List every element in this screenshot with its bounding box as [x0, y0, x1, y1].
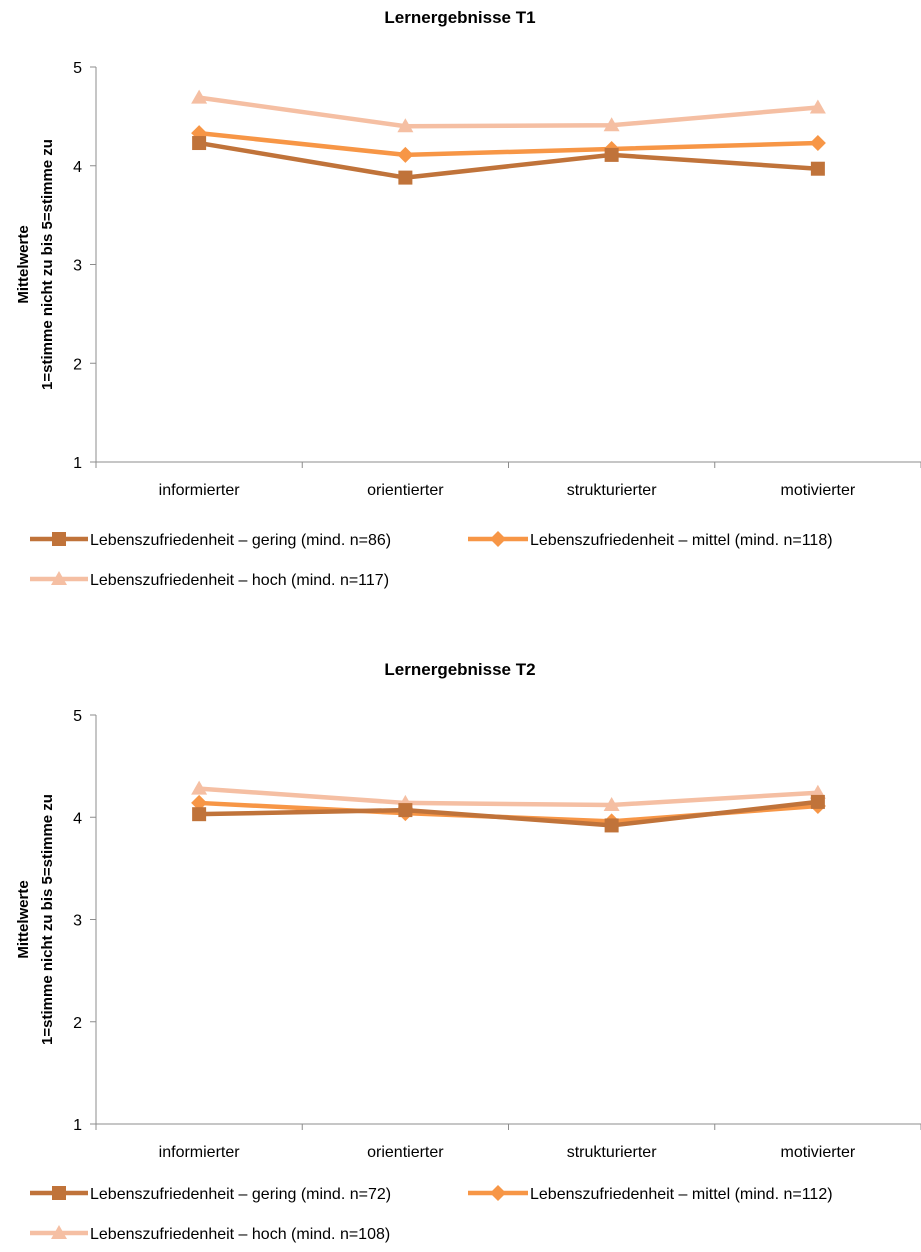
legend-item: Lebenszufriedenheit – mittel (mind. n=11… [468, 531, 833, 549]
chart-lernergebnisse-t2: Lernergebnisse T2 Mittelwerte 1=stimme nic… [0, 645, 921, 1245]
legend-marker [51, 1225, 67, 1239]
chart-title: Lernergebnisse T1 [384, 8, 535, 27]
data-point [604, 818, 619, 833]
series-line [198, 95, 819, 129]
x-tick-label: orientierter [367, 1144, 444, 1161]
legend-label: Lebenszufriedenheit – hoch (mind. n=108) [90, 1226, 390, 1243]
y-tick-label: 5 [73, 60, 82, 77]
data-point [191, 794, 208, 811]
chart-svg: Lernergebnisse T2 Mittelwerte 1=stimme nic… [15, 660, 921, 1243]
legend-label: Lebenszufriedenheit – hoch (mind. n=117) [90, 572, 389, 589]
y-tick-label: 4 [73, 159, 82, 176]
data-point [397, 146, 414, 163]
series-square [192, 794, 825, 833]
y-axis-label: Mittelwerte [15, 225, 32, 303]
y-tick-label: 5 [73, 708, 82, 725]
data-point [191, 89, 208, 104]
data-point [192, 136, 207, 151]
x-tick-label: informierter [159, 1144, 241, 1161]
y-tick-label: 1 [73, 1117, 82, 1134]
series-line [198, 786, 819, 808]
data-point [397, 118, 414, 133]
data-point [809, 135, 826, 152]
legend-label: Lebenszufriedenheit – gering (mind. n=72… [90, 1186, 391, 1203]
data-point [604, 147, 619, 162]
x-tick-label: strukturierter [567, 1144, 657, 1161]
legend-marker [490, 531, 506, 547]
y-tick-label: 4 [73, 810, 82, 827]
legend-marker [52, 532, 66, 546]
series-line [199, 799, 819, 828]
legend-label: Lebenszufriedenheit – mittel (mind. n=11… [530, 1186, 833, 1203]
legend-item: Lebenszufriedenheit – hoch (mind. n=117) [30, 571, 389, 589]
y-tick-label: 2 [73, 1015, 82, 1032]
data-point [810, 161, 825, 176]
data-point [603, 117, 620, 132]
legend-item: Lebenszufriedenheit – gering (mind. n=72… [30, 1186, 391, 1203]
legend-label: Lebenszufriedenheit – gering (mind. n=86… [90, 532, 391, 549]
data-point [809, 99, 826, 114]
y-tick-label: 1 [73, 455, 82, 472]
x-tick-label: orientierter [367, 482, 444, 499]
data-point [191, 780, 208, 795]
series-square [192, 136, 825, 185]
legend-item: Lebenszufriedenheit – gering (mind. n=86… [30, 532, 391, 549]
chart-title: Lernergebnisse T2 [384, 660, 535, 679]
legend-item: Lebenszufriedenheit – hoch (mind. n=108) [30, 1225, 390, 1243]
data-point [398, 803, 413, 818]
x-tick-label: informierter [159, 482, 241, 499]
series-triangle [191, 89, 826, 133]
y-tick-label: 2 [73, 356, 82, 373]
data-point [603, 796, 620, 811]
series-line [198, 140, 819, 180]
y-axis-label: Mittelwerte [15, 880, 32, 958]
legend-item: Lebenszufriedenheit – mittel (mind. n=11… [468, 1185, 833, 1203]
y-axis-label-line-2: 1=stimme nicht zu bis 5=stimme zu [39, 794, 56, 1045]
legend-label: Lebenszufriedenheit – mittel (mind. n=11… [530, 532, 833, 549]
data-point [810, 794, 825, 809]
chart-svg: Lernergebnisse T1 Mittelwerte 1=stimme nic… [15, 8, 921, 589]
data-point [192, 807, 207, 822]
x-tick-label: motivierter [781, 1144, 856, 1161]
legend-marker [490, 1185, 506, 1201]
y-tick-label: 3 [73, 258, 82, 275]
chart-lernergebnisse-t1: Lernergebnisse T1 Mittelwerte 1=stimme nic… [15, 8, 921, 589]
y-tick-label: 3 [73, 913, 82, 930]
legend-marker [52, 1186, 66, 1200]
legend-marker [51, 571, 67, 585]
data-point [398, 170, 413, 185]
x-tick-label: motivierter [781, 482, 856, 499]
y-axis-label-line-2: 1=stimme nicht zu bis 5=stimme zu [39, 139, 56, 390]
series-line [198, 130, 818, 158]
x-tick-label: strukturierter [567, 482, 657, 499]
